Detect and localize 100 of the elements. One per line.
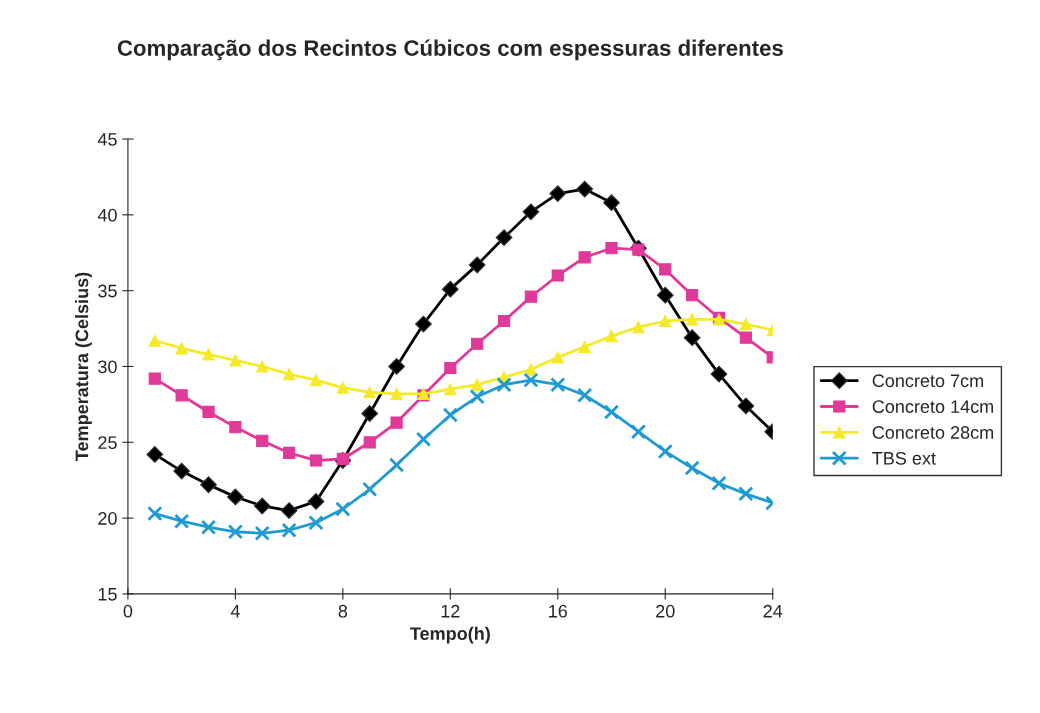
- point: [686, 289, 699, 302]
- legend-label: TBS ext: [872, 451, 936, 465]
- point: [256, 434, 269, 447]
- x-tick-label: 24: [763, 604, 783, 618]
- point: [578, 340, 591, 353]
- y-axis-title: Temperatura (Celsius): [75, 272, 92, 461]
- point: [576, 180, 594, 198]
- point: [739, 317, 752, 331]
- point: [309, 454, 323, 467]
- point: [390, 387, 403, 400]
- point: [307, 493, 325, 510]
- point: [605, 242, 618, 255]
- point: [522, 203, 540, 221]
- point: [524, 290, 538, 303]
- point: [229, 354, 242, 367]
- point: [202, 405, 215, 419]
- point: [739, 331, 752, 344]
- point: [656, 286, 674, 304]
- point: [632, 320, 645, 334]
- x-tick-label: 20: [656, 604, 675, 618]
- point: [551, 269, 564, 282]
- point: [471, 378, 484, 391]
- point: [146, 446, 164, 463]
- point: [254, 525, 270, 541]
- point: [523, 372, 539, 388]
- point: [281, 522, 297, 538]
- point: [657, 443, 673, 460]
- y-tick-label: 20: [98, 512, 117, 525]
- point: [361, 405, 379, 422]
- legend-label: Concreto 28cm: [872, 426, 993, 439]
- point: [442, 407, 458, 423]
- point: [441, 280, 459, 298]
- point: [495, 229, 513, 247]
- point: [253, 497, 271, 515]
- point: [551, 351, 564, 364]
- point: [388, 358, 405, 375]
- point: [710, 365, 728, 383]
- y-tick-label: 35: [98, 284, 117, 298]
- point: [175, 342, 188, 355]
- point: [200, 476, 217, 494]
- point: [603, 404, 620, 420]
- point: [388, 457, 405, 473]
- x-tick-label: 16: [549, 604, 568, 618]
- x-tick-label: 0: [123, 604, 133, 618]
- x-tick-label: 8: [338, 604, 348, 618]
- point: [226, 488, 244, 506]
- point: [336, 381, 349, 394]
- point: [308, 515, 324, 531]
- y-tick-label: 40: [97, 208, 117, 222]
- point: [711, 475, 727, 491]
- point: [390, 416, 403, 429]
- x-tick-label: 4: [230, 605, 240, 618]
- point: [283, 367, 296, 381]
- point: [630, 424, 647, 440]
- point: [415, 315, 432, 333]
- point: [468, 256, 486, 274]
- y-tick-label: 45: [97, 133, 117, 146]
- point: [256, 360, 269, 373]
- point: [283, 446, 296, 460]
- point: [471, 337, 484, 350]
- point: [363, 386, 376, 399]
- point: [683, 329, 701, 347]
- point: [603, 194, 620, 212]
- point: [549, 185, 567, 203]
- point: [469, 389, 485, 405]
- point: [686, 313, 699, 326]
- point: [335, 501, 351, 517]
- point: [175, 389, 188, 402]
- point: [444, 361, 457, 375]
- point: [605, 330, 618, 343]
- point: [550, 377, 566, 393]
- point: [659, 263, 672, 276]
- point: [174, 513, 190, 529]
- point: [684, 460, 700, 476]
- x-tick-label: 12: [441, 604, 460, 618]
- point: [148, 334, 161, 347]
- point: [496, 377, 512, 393]
- point: [363, 436, 376, 449]
- point: [200, 519, 217, 535]
- y-tick-label: 15: [98, 588, 117, 601]
- point: [280, 502, 298, 519]
- y-tick-label: 25: [98, 436, 117, 450]
- point: [229, 421, 242, 434]
- point: [659, 314, 672, 328]
- point: [309, 374, 323, 387]
- point: [524, 363, 538, 376]
- point: [444, 383, 457, 396]
- point: [578, 251, 591, 264]
- chart-title: Comparação dos Recintos Cúbicos com espessuras diferentes: [117, 39, 783, 61]
- x-axis-title: Tempo(h): [410, 626, 490, 644]
- point: [738, 486, 754, 502]
- legend-label: Concreto 7cm: [872, 374, 983, 388]
- point: [227, 524, 244, 540]
- point: [148, 372, 161, 385]
- point: [147, 505, 163, 522]
- point: [362, 481, 378, 497]
- point: [577, 387, 593, 403]
- y-tick-label: 30: [98, 360, 117, 374]
- point: [173, 462, 191, 480]
- point: [415, 431, 432, 447]
